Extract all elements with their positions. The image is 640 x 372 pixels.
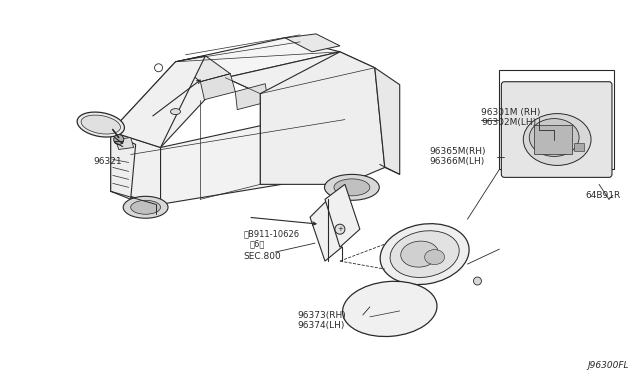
Polygon shape	[260, 52, 385, 185]
Polygon shape	[111, 56, 205, 147]
Text: 96301M (RH): 96301M (RH)	[481, 108, 541, 117]
Ellipse shape	[401, 241, 438, 267]
Polygon shape	[200, 74, 236, 100]
Text: 96366M(LH): 96366M(LH)	[429, 157, 485, 166]
Text: 96374(LH): 96374(LH)	[297, 321, 344, 330]
Polygon shape	[161, 100, 385, 204]
Ellipse shape	[380, 224, 469, 285]
Polygon shape	[175, 56, 230, 82]
Polygon shape	[111, 62, 225, 147]
Bar	[574, 144, 584, 151]
Ellipse shape	[131, 200, 161, 214]
Polygon shape	[375, 68, 400, 174]
Text: 96373(RH): 96373(RH)	[297, 311, 346, 320]
Polygon shape	[268, 94, 302, 119]
Ellipse shape	[334, 179, 370, 196]
Polygon shape	[111, 132, 161, 204]
Ellipse shape	[524, 113, 591, 166]
Polygon shape	[310, 199, 342, 261]
Circle shape	[335, 224, 345, 234]
Text: J96300FL: J96300FL	[588, 361, 629, 370]
Polygon shape	[285, 34, 340, 52]
Text: 96321: 96321	[93, 157, 122, 166]
Polygon shape	[175, 38, 340, 78]
FancyBboxPatch shape	[501, 82, 612, 177]
Polygon shape	[236, 84, 268, 110]
Ellipse shape	[114, 135, 124, 144]
Polygon shape	[111, 132, 136, 199]
Bar	[499, 70, 614, 169]
Ellipse shape	[324, 174, 380, 200]
Ellipse shape	[123, 196, 168, 218]
Ellipse shape	[81, 115, 120, 134]
Polygon shape	[225, 52, 375, 94]
Polygon shape	[116, 138, 134, 150]
Bar	[534, 125, 572, 154]
Text: ⓃB911-10626: ⓃB911-10626	[243, 229, 300, 238]
Polygon shape	[325, 185, 360, 247]
Ellipse shape	[390, 231, 460, 278]
Text: SEC.800: SEC.800	[243, 252, 281, 261]
Ellipse shape	[529, 119, 579, 157]
Text: （6）: （6）	[249, 239, 264, 248]
Text: 96365M(RH): 96365M(RH)	[429, 147, 486, 157]
Ellipse shape	[170, 109, 180, 115]
Circle shape	[474, 277, 481, 285]
Ellipse shape	[342, 281, 437, 337]
Text: 96302M(LH): 96302M(LH)	[481, 118, 536, 126]
Ellipse shape	[77, 112, 124, 137]
Text: +: +	[337, 226, 343, 232]
Ellipse shape	[424, 250, 445, 264]
Text: 64B91R: 64B91R	[586, 191, 621, 201]
